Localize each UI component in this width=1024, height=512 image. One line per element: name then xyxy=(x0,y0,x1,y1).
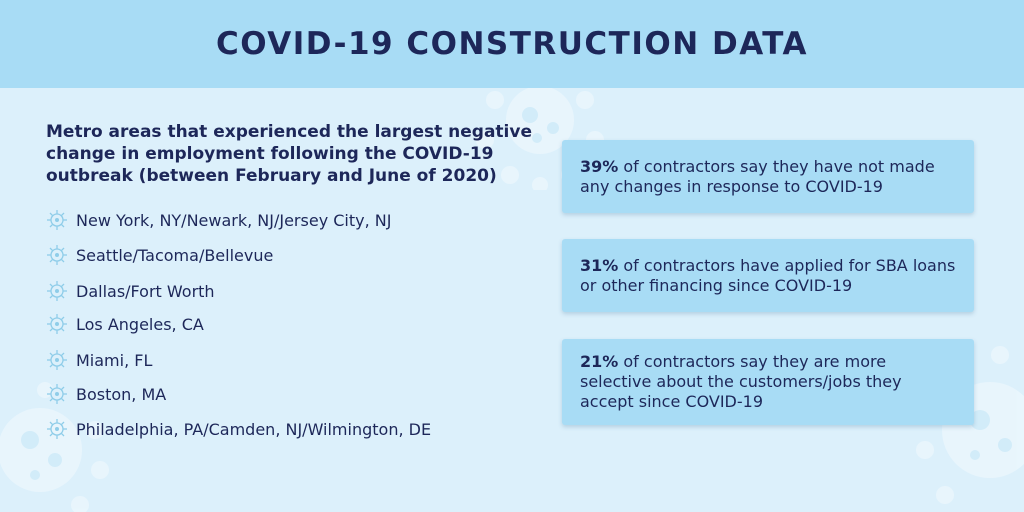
stat-text: 21% of contractors say they are more sel… xyxy=(580,352,956,412)
stat-card: 39% of contractors say they have not mad… xyxy=(562,140,974,213)
virus-icon xyxy=(47,350,67,370)
stat-percent: 39% xyxy=(580,156,619,176)
metro-name: Dallas/Fort Worth xyxy=(76,281,215,301)
stat-percent: 21% xyxy=(580,352,619,371)
metro-list-heading: Metro areas that experienced the largest… xyxy=(46,122,532,186)
stat-description: of contractors say they have not made an… xyxy=(580,156,935,196)
header-banner: COVID-19 CONSTRUCTION DATA xyxy=(0,0,1024,88)
list-item: Boston, MA xyxy=(46,380,526,408)
virus-icon xyxy=(47,245,67,265)
stat-description: of contractors have applied for SBA loan… xyxy=(580,255,956,295)
stat-text: 39% of contractors say they have not mad… xyxy=(580,157,956,197)
list-item: Miami, FL xyxy=(46,346,526,374)
list-item: New York, NY/Newark, NJ/Jersey City, NJ xyxy=(46,206,526,234)
list-item: Dallas/Fort Worth xyxy=(46,277,526,305)
virus-icon xyxy=(47,210,67,230)
metro-name: Boston, MA xyxy=(76,384,167,404)
stat-card: 31% of contractors have applied for SBA … xyxy=(562,239,974,312)
metro-name: Seattle/Tacoma/Bellevue xyxy=(76,245,274,265)
virus-icon xyxy=(47,384,67,404)
list-item: Los Angeles, CA xyxy=(46,310,526,338)
stat-percent: 31% xyxy=(580,255,619,275)
virus-icon xyxy=(47,281,67,301)
stat-card: 21% of contractors say they are more sel… xyxy=(562,339,974,425)
metro-name: New York, NY/Newark, NJ/Jersey City, NJ xyxy=(76,210,392,230)
stat-description: of contractors say they are more selecti… xyxy=(580,352,902,411)
metro-name: Miami, FL xyxy=(76,350,153,370)
metro-name: Los Angeles, CA xyxy=(76,314,204,334)
list-item: Seattle/Tacoma/Bellevue xyxy=(46,241,526,269)
metro-name: Philadelphia, PA/Camden, NJ/Wilmington, … xyxy=(76,419,432,439)
background-virus-icon xyxy=(0,382,109,512)
list-item: Philadelphia, PA/Camden, NJ/Wilmington, … xyxy=(46,415,526,443)
virus-icon xyxy=(47,419,67,439)
virus-icon xyxy=(47,314,67,334)
page-title: COVID-19 CONSTRUCTION DATA xyxy=(215,26,809,62)
stat-text: 31% of contractors have applied for SBA … xyxy=(580,256,956,296)
